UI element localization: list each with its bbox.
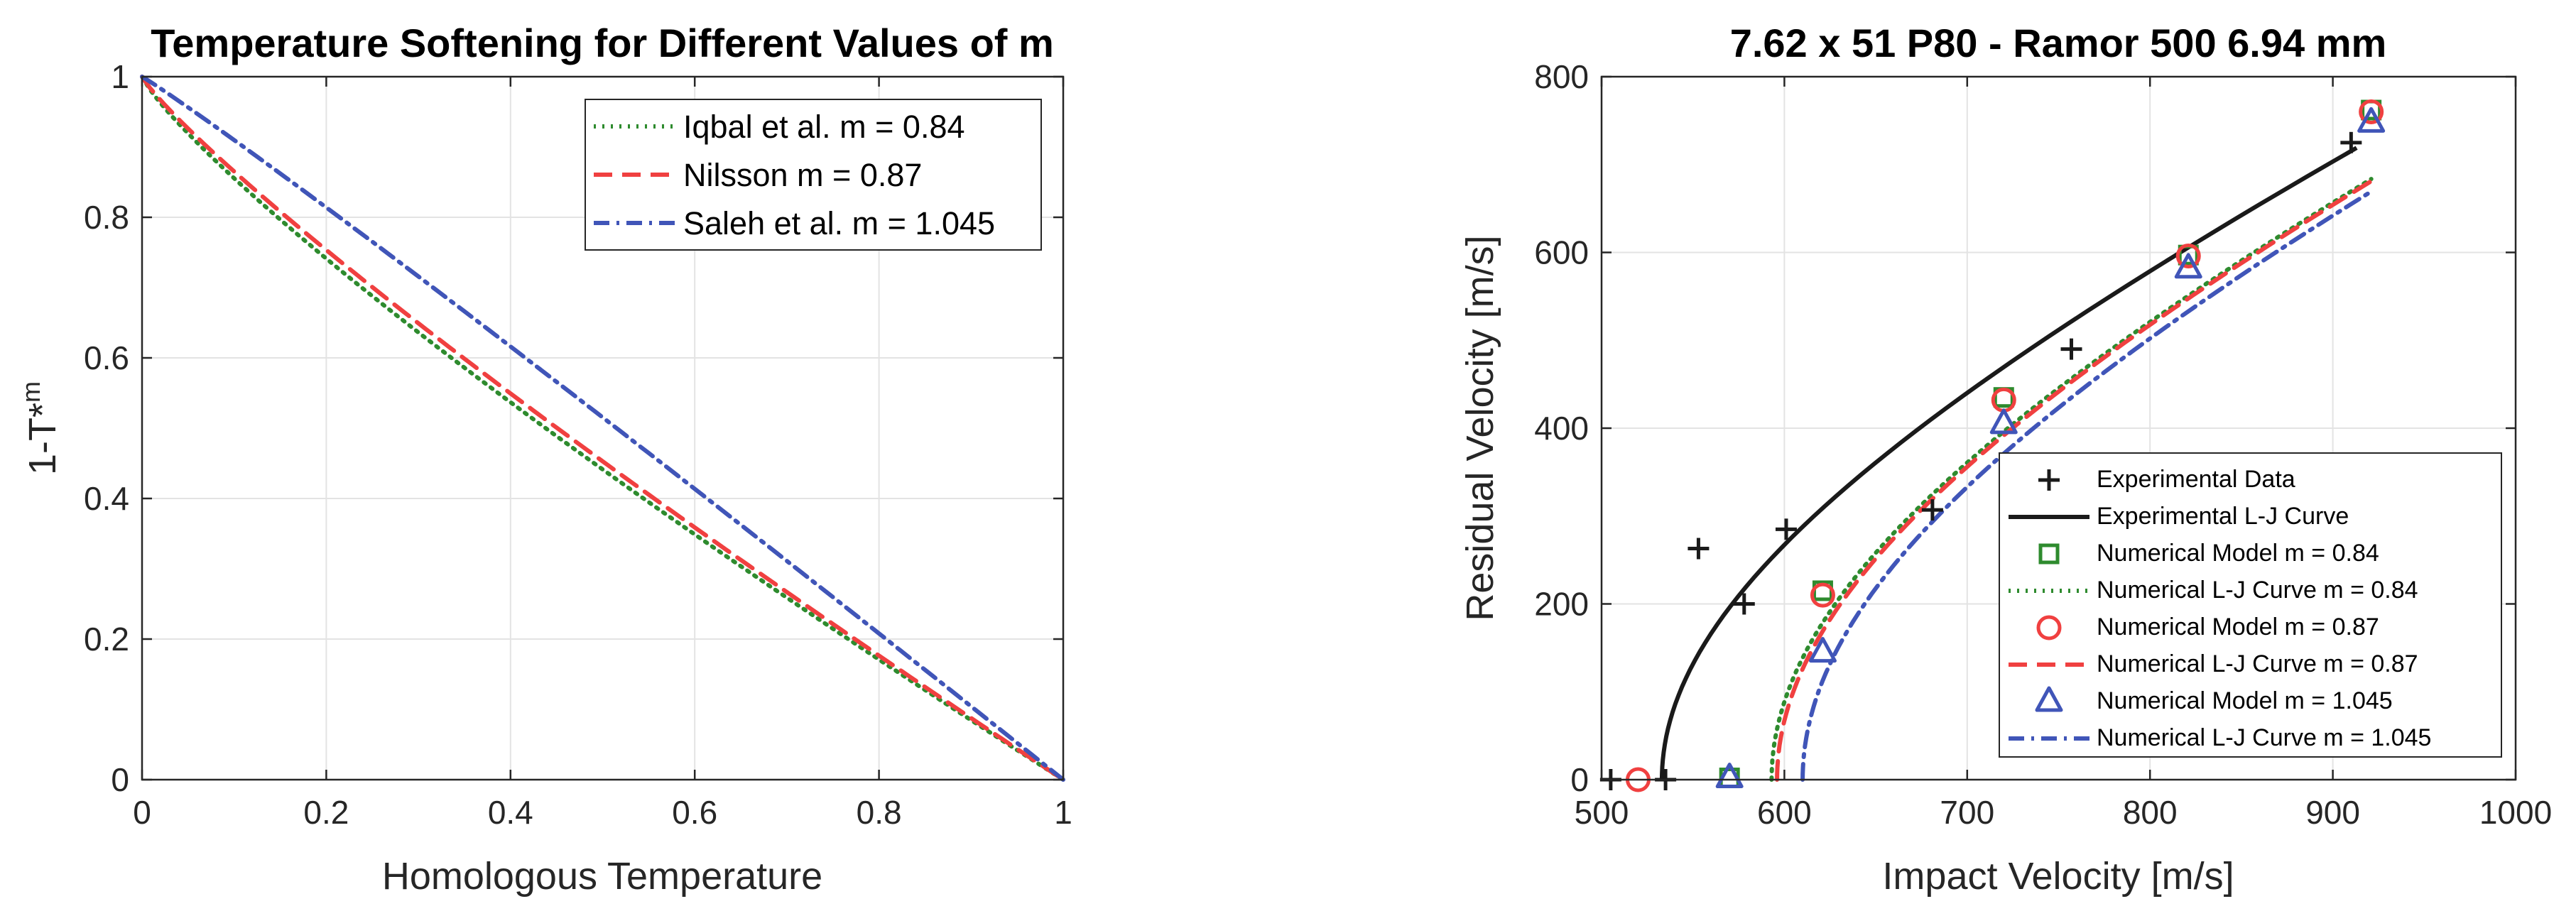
chart1-ytick-label: 0.2 — [84, 621, 129, 658]
chart2-legend-label-model-084: Numerical Model m = 0.84 — [2097, 540, 2379, 567]
chart1-ylabel-superscript: m — [16, 381, 45, 403]
chart2-legend-label-curve-084: Numerical L-J Curve m = 0.84 — [2097, 577, 2418, 604]
chart1-xtick-label: 0.6 — [672, 794, 717, 831]
chart2-exp-data-point — [1921, 499, 1943, 521]
chart2-xtick-label: 800 — [2123, 794, 2178, 831]
chart2-legend-label-model-087: Numerical Model m = 0.87 — [2097, 614, 2379, 640]
chart1-curves — [140, 75, 1065, 782]
chart2-xtick-label: 700 — [1940, 794, 1994, 831]
chart1-xlabel: Homologous Temperature — [382, 855, 822, 898]
chart1-legend: Iqbal et al. m = 0.84 Nilsson m = 0.87 S… — [585, 99, 1042, 251]
chart2-legend-box — [1999, 452, 2502, 758]
chart2-ytick-label: 600 — [1534, 234, 1589, 271]
chart2-legend-label-exp-lj: Experimental L-J Curve — [2097, 503, 2349, 530]
chart1-ytick-label: 0.6 — [84, 339, 129, 376]
chart1-xtick-label: 0.8 — [857, 794, 902, 831]
chart2-legend-label-model-1045: Numerical Model m = 1.045 — [2097, 687, 2393, 714]
chart1-series-line-0 — [140, 75, 1065, 782]
chart2-xtick-label: 1000 — [2479, 794, 2552, 831]
chart2-exp-data-point — [1775, 518, 1797, 540]
chart2-legend-label-curve-1045: Numerical L-J Curve m = 1.045 — [2097, 724, 2431, 751]
chart1-ytick-label: 0.8 — [84, 199, 129, 236]
chart2-legend-swatch-model-1 — [2036, 615, 2062, 640]
chart2-ytick-label: 0 — [1570, 761, 1589, 798]
chart2-curves — [1659, 146, 2374, 782]
chart2-model-1-point — [2175, 243, 2201, 268]
chart2-legend: Experimental Data Experimental L-J Curve… — [1999, 452, 2502, 758]
chart2-num-lj-curve-2 — [1800, 189, 2374, 782]
chart2-legend-label-exp-data: Experimental Data — [2097, 466, 2295, 493]
chart2-model-2-point — [2174, 253, 2202, 279]
chart2-model-2-point — [1715, 763, 1744, 789]
chart1-ylabel: 1-T*m — [16, 381, 64, 475]
chart2-legend-swatch-model-0 — [2038, 543, 2060, 565]
chart1-series-line-1 — [140, 75, 1065, 782]
chart2-xtick-label: 600 — [1757, 794, 1812, 831]
chart-temperature-softening: 0 0.2 0.4 0.6 0.8 1 0 0.2 0.4 0.6 0.8 1 Temperature… — [16, 21, 1072, 898]
chart2-model-1-point — [2359, 99, 2384, 124]
chart1-xtick-label: 0 — [133, 794, 151, 831]
chart2-model-2-point — [1989, 408, 2018, 435]
chart1-legend-label-nilsson: Nilsson m = 0.87 — [683, 157, 922, 193]
chart1-axes-box — [141, 75, 1065, 781]
chart2-xlabel: Impact Velocity [m/s] — [1882, 855, 2234, 898]
chart1-xtick-label: 0.2 — [303, 794, 349, 831]
chart-residual-velocity: 500 600 700 800 900 1000 0 200 400 600 800 7.62 x … — [1459, 21, 2552, 898]
chart2-legend-label-curve-087: Numerical L-J Curve m = 0.87 — [2097, 650, 2418, 677]
chart2-model-1-point — [1810, 582, 1835, 608]
chart1-title: Temperature Softening for Different Valu… — [151, 21, 1054, 65]
chart1-ytick-label: 1 — [111, 58, 129, 95]
chart1-legend-label-saleh: Saleh et al. m = 1.045 — [683, 205, 995, 241]
chart2-num-lj-curve-1 — [1775, 179, 2374, 782]
chart2-ytick-label: 800 — [1534, 58, 1589, 95]
chart1-ticks: 0 0.2 0.4 0.6 0.8 1 0 0.2 0.4 0.6 0.8 1 — [84, 58, 1072, 831]
chart2-legend-swatch-model-2 — [2035, 686, 2063, 712]
chart2-exp-data-point — [2060, 338, 2082, 360]
chart1-xtick-label: 1 — [1054, 794, 1072, 831]
chart2-exp-lj-curve — [1659, 146, 2358, 780]
chart2-xtick-label: 900 — [2305, 794, 2360, 831]
chart2-ylabel: Residual Velocity [m/s] — [1459, 235, 1501, 621]
chart2-model-2-point — [1808, 637, 1837, 663]
chart2-legend-swatch-exp-data — [2038, 469, 2060, 491]
chart2-xtick-label: 500 — [1575, 794, 1629, 831]
chart2-exp-data-point — [2340, 131, 2362, 153]
chart2-exp-data-point — [1688, 538, 1710, 560]
chart2-num-lj-curve-0 — [1769, 177, 2374, 782]
chart2-ticks: 500 600 700 800 900 1000 0 200 400 600 800 — [1534, 58, 2552, 831]
chart1-ytick-label: 0 — [111, 761, 129, 798]
chart2-title: 7.62 x 51 P80 - Ramor 500 6.94 mm — [1730, 21, 2387, 65]
chart1-ytick-label: 0.4 — [84, 480, 129, 517]
chart2-exp-data-point — [1733, 593, 1755, 615]
chart1-legend-label-iqbal: Iqbal et al. m = 0.84 — [683, 109, 965, 145]
chart2-ytick-label: 400 — [1534, 410, 1589, 447]
chart1-series-line-2 — [140, 75, 1065, 782]
chart2-legend-items — [2009, 469, 2089, 741]
chart1-xtick-label: 0.4 — [488, 794, 533, 831]
chart2-ytick-label: 200 — [1534, 586, 1589, 623]
chart1-ylabel-base: 1-T* — [21, 403, 64, 475]
chart2-model-2-point — [2357, 107, 2386, 133]
